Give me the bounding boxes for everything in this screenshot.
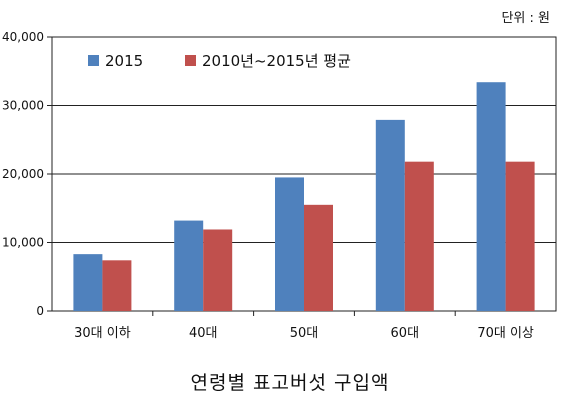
x-tick-label: 70대 이상: [477, 326, 534, 341]
bar-series-average: [203, 229, 233, 311]
x-axis: 30대 이하 40대 50대 60대 70대 이상: [74, 311, 534, 341]
chart-caption: 연령별 표고버섯 구입액: [190, 372, 390, 394]
legend-swatch: [88, 55, 99, 66]
y-tick-label: 30,000: [2, 99, 44, 113]
bar-series-2015: [174, 220, 204, 311]
y-tick-label: 10,000: [2, 236, 44, 250]
y-tick-label: 20,000: [2, 167, 44, 181]
bar-chart: 0 10,000 20,000 30,000 40,000 30대 이하 40대 50대 60…: [2, 11, 557, 341]
unit-label: 단위 : 원: [501, 11, 550, 26]
x-tick-label: 40대: [189, 326, 218, 341]
bar-series-2015: [73, 254, 103, 311]
y-axis: 0 10,000 20,000 30,000 40,000: [2, 30, 52, 318]
legend-label: 2015: [105, 52, 143, 70]
bar-series-2015: [375, 119, 405, 311]
bar-series-average: [304, 204, 333, 311]
x-tick-label: 60대: [391, 326, 420, 341]
bar-series-2015: [275, 177, 304, 311]
bars: [73, 82, 535, 312]
legend-label: 2010년~2015년 평균: [202, 52, 351, 70]
y-tick-label: 40,000: [2, 30, 44, 44]
bar-series-average: [505, 161, 535, 311]
x-tick-label: 30대 이하: [74, 326, 131, 341]
bar-series-2015: [476, 82, 506, 312]
y-tick-label: 0: [36, 304, 44, 318]
x-tick-label: 50대: [290, 326, 319, 341]
bar-series-average: [102, 260, 132, 311]
legend: 2015 2010년~2015년 평균: [88, 52, 351, 70]
legend-swatch: [185, 55, 196, 66]
bar-series-average: [404, 161, 434, 311]
